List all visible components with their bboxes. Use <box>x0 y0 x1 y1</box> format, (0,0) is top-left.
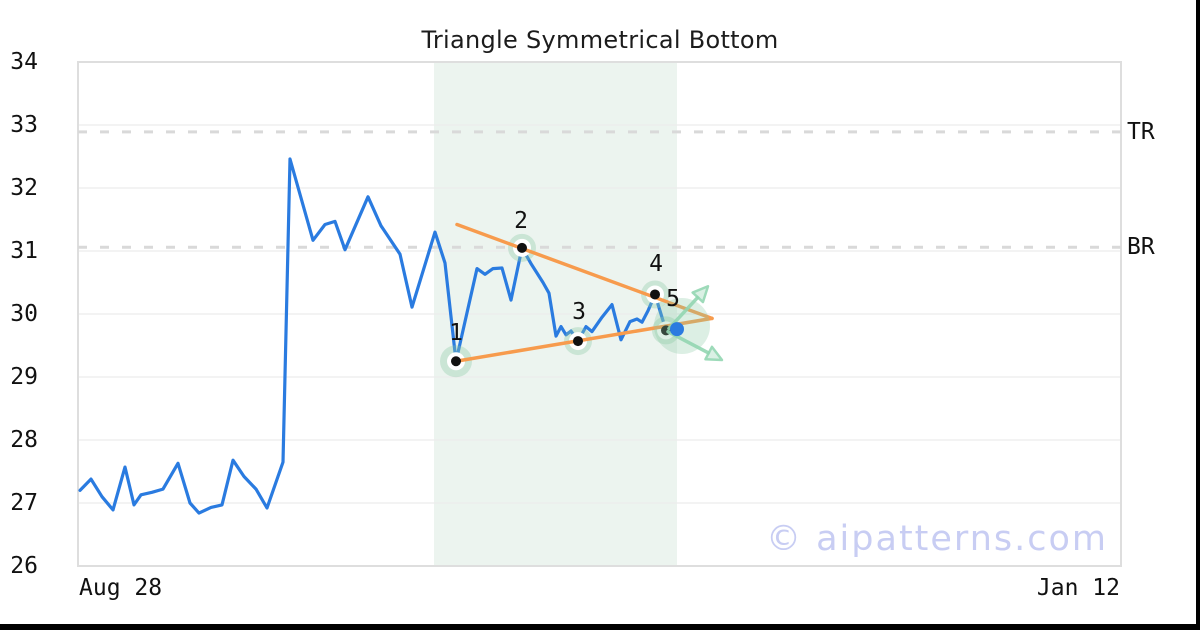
x-tick-start-date: Aug 28 <box>79 575 163 601</box>
current-price-dot <box>670 322 684 337</box>
y-tick-28: 28 <box>10 427 38 453</box>
y-tick-26: 26 <box>10 553 38 579</box>
pattern-point-label-5: 5 <box>666 286 680 313</box>
lower-trendline <box>454 316 714 363</box>
breakout-arrow-up-head <box>691 285 710 304</box>
chart-title: Triangle Symmetrical Bottom <box>421 26 779 54</box>
x-tick-end-date: Jan 12 <box>1036 575 1120 601</box>
pattern-point-3-dot <box>573 336 583 347</box>
y-tick-32: 32 <box>10 175 38 201</box>
price-line <box>78 157 679 515</box>
y-tick-27: 27 <box>10 490 38 516</box>
watermark: © aipatterns.com <box>765 519 1108 559</box>
breakout-arrow-down-head <box>704 345 724 362</box>
upper-trendline <box>455 222 714 321</box>
image-border-right <box>1196 0 1200 630</box>
pattern-point-label-4: 4 <box>649 251 663 278</box>
y-tick-29: 29 <box>10 364 38 390</box>
pattern-point-label-3: 3 <box>572 299 586 326</box>
plot-border <box>77 61 1122 567</box>
level-label-tr: TR <box>1127 118 1155 145</box>
pattern-point-label-2: 2 <box>514 207 528 234</box>
pattern-point-2-dot <box>517 242 527 253</box>
level-label-br: BR <box>1127 234 1155 261</box>
pattern-point-4-dot <box>650 289 660 300</box>
y-tick-33: 33 <box>10 112 38 138</box>
y-tick-30: 30 <box>10 301 38 327</box>
y-tick-34: 34 <box>10 49 38 75</box>
pattern-point-1-dot <box>451 356 461 367</box>
y-tick-31: 31 <box>10 238 38 264</box>
image-border-bottom <box>0 624 1200 630</box>
pattern-point-label-1: 1 <box>449 320 463 347</box>
